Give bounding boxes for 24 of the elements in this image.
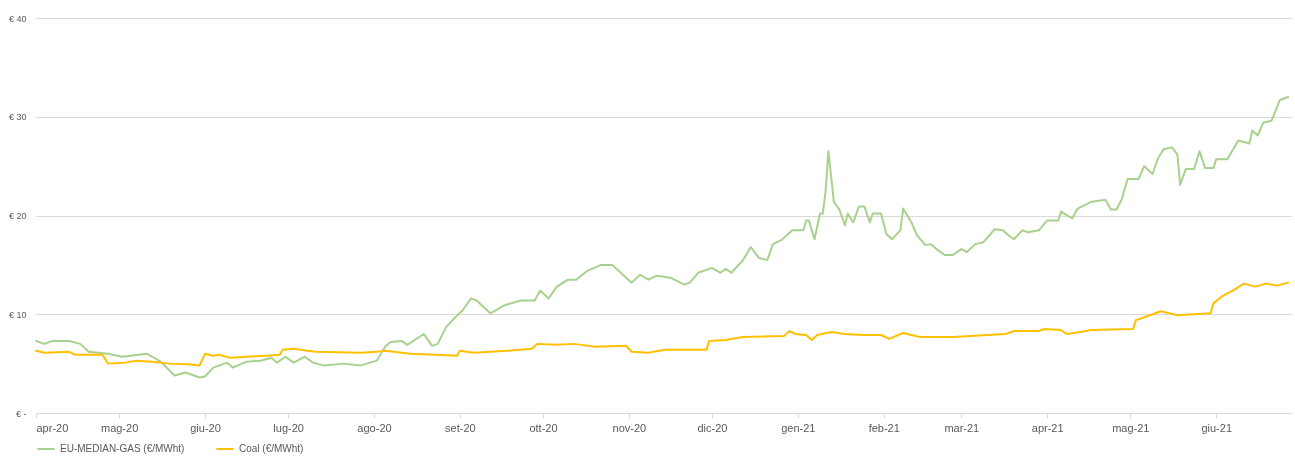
x-tick-label: apr-20 xyxy=(36,421,69,434)
line-series xyxy=(35,96,1290,379)
x-tick-label: giu-20 xyxy=(190,421,221,434)
x-tick-label: feb-21 xyxy=(868,421,900,434)
x-tick-label: mag-20 xyxy=(100,421,139,434)
x-tick-label: set-20 xyxy=(445,421,476,434)
x-tick-label: giu-21 xyxy=(1201,421,1232,434)
x-tick-label: mag-21 xyxy=(1112,421,1150,434)
x-tick-label: apr-21 xyxy=(1031,421,1064,434)
x-tick-label: ago-20 xyxy=(357,421,392,434)
y-tick-label: € 20 xyxy=(8,211,27,221)
y-tick-label: € 40 xyxy=(8,13,27,24)
y-tick-label: € 10 xyxy=(8,309,27,320)
y-tick-label: € 30 xyxy=(8,112,27,123)
x-tick-label: ott-20 xyxy=(529,421,558,434)
line-series xyxy=(35,281,1290,367)
legend-label: EU-MEDIAN-GAS (€/MWht) xyxy=(60,443,185,454)
legend-label: Coal (€/MWht) xyxy=(239,443,304,454)
y-tick-label: € - xyxy=(15,408,27,419)
x-tick-label: gen-21 xyxy=(781,421,816,434)
x-tick-label: mar-21 xyxy=(944,421,980,434)
x-tick-label: lug-20 xyxy=(273,421,304,434)
x-tick-label: dic-20 xyxy=(697,421,728,434)
x-tick-label: nov-20 xyxy=(612,421,647,434)
